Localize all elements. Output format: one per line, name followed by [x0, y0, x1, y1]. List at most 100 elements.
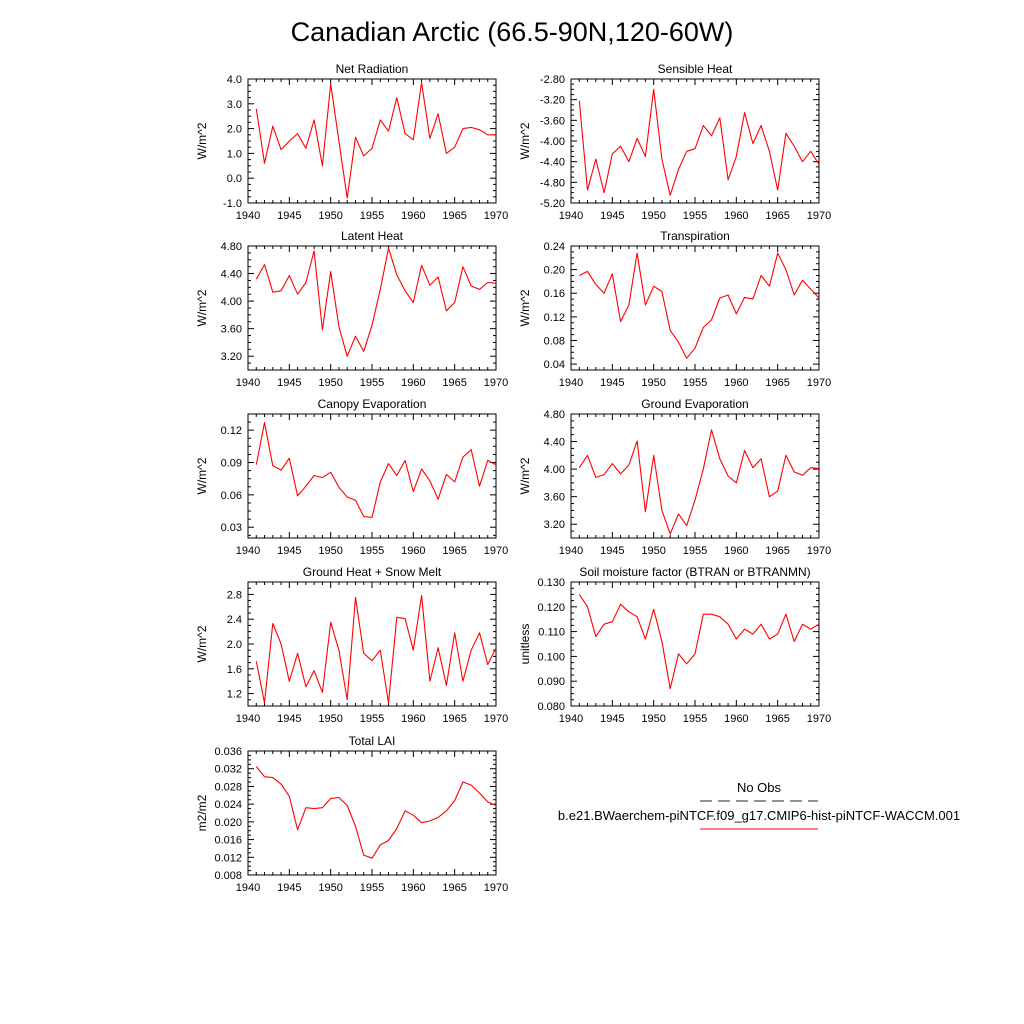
series-line [255, 247, 497, 357]
series-line [578, 429, 820, 535]
x-tick-label: 1965 [442, 882, 466, 894]
y-tick-label: -2.80 [540, 74, 565, 86]
x-tick-label: 1950 [641, 713, 665, 725]
x-tick-label: 1945 [277, 545, 301, 557]
x-tick-label: 1940 [236, 377, 260, 389]
y-axis-label: W/m^2 [195, 289, 209, 326]
series-line [578, 594, 820, 690]
y-tick-label: 3.60 [544, 492, 565, 504]
x-tick-label: 1965 [765, 210, 789, 222]
x-tick-label: 1960 [724, 713, 748, 725]
x-tick-label: 1960 [724, 210, 748, 222]
x-tick-label: 1970 [807, 713, 831, 725]
y-tick-label: 0.12 [221, 425, 242, 437]
x-tick-label: 1950 [641, 377, 665, 389]
y-tick-label: 4.00 [221, 296, 242, 308]
series-line [578, 88, 820, 196]
x-tick-label: 1945 [600, 713, 624, 725]
panel-title: Canopy Evaporation [318, 397, 427, 411]
x-tick-label: 1945 [277, 210, 301, 222]
y-tick-label: 2.4 [227, 614, 242, 626]
series-line [255, 595, 497, 704]
main-title: Canadian Arctic (66.5-90N,120-60W) [291, 17, 734, 47]
x-tick-label: 1955 [360, 882, 384, 894]
x-tick-label: 1940 [236, 545, 260, 557]
chart-panel: Ground Heat + Snow Melt W/m^2 1940 1945 1950… [195, 565, 508, 725]
x-tick-label: 1940 [559, 210, 583, 222]
y-tick-label: 3.60 [221, 324, 242, 336]
x-tick-label: 1945 [277, 713, 301, 725]
y-tick-label: 0.24 [544, 241, 565, 253]
x-tick-label: 1950 [318, 377, 342, 389]
panels-group: Net Radiation W/m^2 1940 1945 1950 1955 1960 19… [195, 62, 831, 894]
legend-obs-label: No Obs [737, 780, 782, 795]
x-tick-label: 1950 [318, 210, 342, 222]
x-tick-label: 1960 [401, 377, 425, 389]
x-tick-label: 1960 [724, 377, 748, 389]
y-tick-label: -3.60 [540, 115, 565, 127]
y-tick-label: 4.40 [221, 269, 242, 281]
y-tick-label: 0.100 [537, 651, 565, 663]
y-axis-label: W/m^2 [518, 289, 532, 326]
y-tick-label: 0.04 [544, 359, 565, 371]
x-tick-label: 1940 [559, 545, 583, 557]
panel-title: Total LAI [349, 734, 396, 748]
x-tick-label: 1955 [360, 210, 384, 222]
x-tick-label: 1955 [683, 210, 707, 222]
y-tick-label: -1.0 [223, 198, 242, 210]
y-axis-label: W/m^2 [195, 122, 209, 159]
x-tick-label: 1970 [807, 210, 831, 222]
y-tick-label: 0.0 [227, 173, 242, 185]
chart-panel: Soil moisture factor (BTRAN or BTRANMN) u… [518, 565, 831, 725]
y-tick-label: 1.2 [227, 689, 242, 701]
y-axis-label: W/m^2 [195, 457, 209, 494]
y-tick-label: 1.0 [227, 148, 242, 160]
chart-panel: Transpiration W/m^2 1940 1945 1950 1955 1960 19… [518, 229, 831, 389]
y-tick-label: 0.120 [537, 602, 565, 614]
x-tick-label: 1965 [765, 713, 789, 725]
panel-title: Ground Evaporation [641, 397, 748, 411]
x-tick-label: 1945 [600, 210, 624, 222]
x-tick-label: 1960 [401, 210, 425, 222]
y-tick-label: -3.20 [540, 95, 565, 107]
y-tick-label: 0.06 [221, 490, 242, 502]
x-tick-label: 1965 [765, 377, 789, 389]
x-tick-label: 1950 [318, 882, 342, 894]
panel-title: Transpiration [660, 229, 730, 243]
y-tick-label: 0.12 [544, 312, 565, 324]
y-tick-label: 3.20 [544, 519, 565, 531]
y-tick-label: -4.40 [540, 157, 565, 169]
chart-panel: Latent Heat W/m^2 1940 1945 1950 1955 1960 1965… [195, 229, 508, 389]
y-axis-label: unitless [518, 624, 532, 665]
series-line [255, 766, 497, 859]
y-tick-label: 0.16 [544, 288, 565, 300]
x-tick-label: 1960 [401, 882, 425, 894]
x-tick-label: 1955 [683, 545, 707, 557]
x-tick-label: 1955 [360, 377, 384, 389]
x-tick-label: 1960 [401, 545, 425, 557]
y-tick-label: 0.016 [214, 835, 242, 847]
x-tick-label: 1950 [641, 545, 665, 557]
y-tick-label: 0.03 [221, 522, 242, 534]
x-tick-label: 1965 [442, 713, 466, 725]
series-line [255, 82, 496, 199]
y-tick-label: -4.00 [540, 136, 565, 148]
y-tick-label: 0.20 [544, 265, 565, 277]
y-tick-label: 2.0 [227, 124, 242, 136]
y-tick-label: 4.00 [544, 464, 565, 476]
chart-panel: Canopy Evaporation W/m^2 1940 1945 1950 1955 1… [195, 397, 508, 557]
legend: No Obs b.e21.BWaerchem-piNTCF.f09_g17.CM… [558, 780, 960, 830]
panel-title: Ground Heat + Snow Melt [303, 565, 442, 579]
chart-panel: Ground Evaporation W/m^2 1940 1945 1950 1955 1… [518, 397, 831, 557]
x-tick-label: 1965 [442, 545, 466, 557]
panel-title: Latent Heat [341, 229, 404, 243]
x-tick-label: 1965 [765, 545, 789, 557]
panel-title: Soil moisture factor (BTRAN or BTRANMN) [579, 565, 810, 579]
y-tick-label: 0.09 [221, 458, 242, 470]
x-tick-label: 1940 [236, 713, 260, 725]
x-tick-label: 1945 [600, 377, 624, 389]
y-tick-label: 1.6 [227, 664, 242, 676]
x-tick-label: 1970 [484, 713, 508, 725]
y-tick-label: 4.40 [544, 437, 565, 449]
